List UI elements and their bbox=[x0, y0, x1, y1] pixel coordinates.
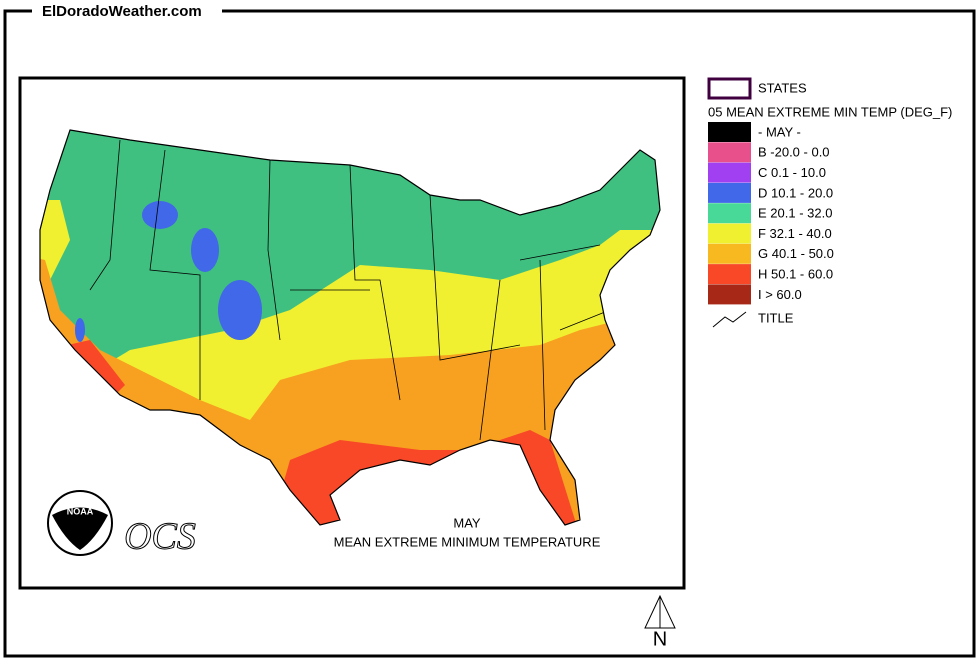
zone-d bbox=[75, 318, 85, 342]
state-lines bbox=[89, 139, 611, 441]
title-symbol bbox=[712, 311, 747, 328]
legend-swatch bbox=[708, 284, 751, 305]
ocs-text: OCS bbox=[124, 516, 196, 558]
caption: MAY MEAN EXTREME MINIMUM TEMPERATURE bbox=[334, 515, 601, 549]
legend-swatch bbox=[708, 223, 751, 244]
legend-label: B -20.0 - 0.0 bbox=[758, 145, 830, 160]
north-label: N bbox=[653, 628, 667, 650]
legend-label: D 10.1 - 20.0 bbox=[758, 185, 833, 200]
legend-swatch bbox=[708, 243, 751, 264]
layer-title: 05 MEAN EXTREME MIN TEMP (DEG_F) bbox=[708, 104, 952, 119]
legend-label: C 0.1 - 10.0 bbox=[758, 165, 826, 180]
legend-swatch bbox=[708, 162, 751, 183]
legend-swatch bbox=[708, 203, 751, 224]
legend-label: - MAY - bbox=[758, 124, 801, 139]
caption-line: MAY bbox=[453, 515, 481, 530]
site-name: ElDoradoWeather.com bbox=[42, 3, 202, 20]
states-swatch bbox=[707, 77, 752, 100]
legend-label: G 40.1 - 50.0 bbox=[758, 246, 834, 261]
zone-d bbox=[142, 201, 178, 229]
outer-border bbox=[3, 9, 976, 658]
legend-swatch bbox=[708, 142, 751, 163]
legend: - MAY - B -20.0 - 0.0 C 0.1 - 10.0 D 10.1 -… bbox=[708, 122, 834, 305]
legend-swatch bbox=[708, 122, 751, 142]
legend-swatch bbox=[708, 182, 751, 203]
legend-label: H 50.1 - 60.0 bbox=[758, 267, 833, 282]
legend-swatch bbox=[708, 264, 751, 285]
legend-label: E 20.1 - 32.0 bbox=[758, 206, 832, 221]
north-arrow bbox=[644, 594, 676, 629]
title-label: TITLE bbox=[758, 310, 794, 325]
legend-label: I > 60.0 bbox=[758, 287, 802, 302]
states-label: STATES bbox=[758, 80, 807, 95]
legend-label: F 32.1 - 40.0 bbox=[758, 226, 832, 241]
site-label-bg bbox=[32, 2, 222, 22]
zone-d bbox=[191, 228, 219, 272]
caption-line: MEAN EXTREME MINIMUM TEMPERATURE bbox=[334, 534, 601, 549]
logo-text: NOAA bbox=[67, 506, 94, 516]
zone-d bbox=[218, 280, 262, 340]
noaa-bird bbox=[52, 507, 108, 550]
zone-h bbox=[40, 340, 600, 525]
